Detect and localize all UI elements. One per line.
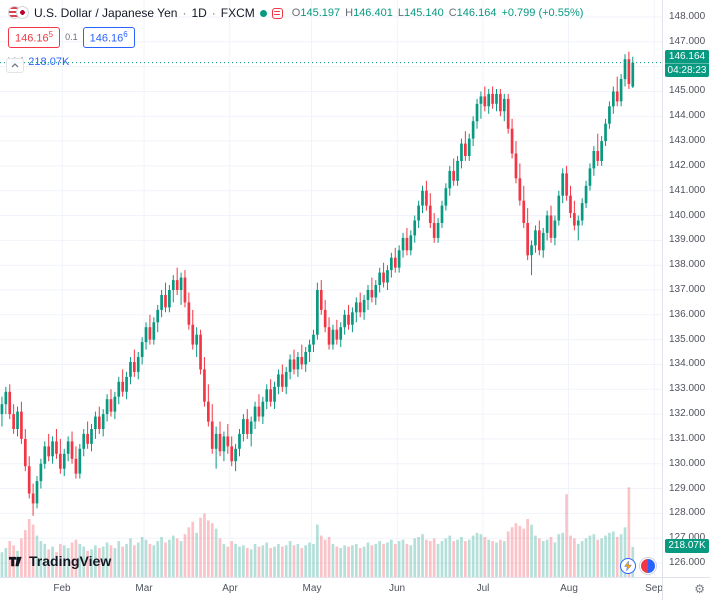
time-axis-label: May bbox=[302, 583, 322, 594]
axis-corner: ⚙ bbox=[662, 577, 710, 600]
price-axis-label: 129.000 bbox=[669, 483, 706, 494]
headlines-icon[interactable] bbox=[271, 7, 283, 19]
time-axis-label: Aug bbox=[560, 583, 578, 594]
price-axis-label: 127.000 bbox=[669, 532, 706, 543]
volume-badge: 218.07K bbox=[665, 539, 709, 553]
price-axis-label: 136.000 bbox=[669, 309, 706, 320]
chevron-up-icon bbox=[11, 63, 19, 68]
currency-pair-icon bbox=[8, 6, 29, 20]
volume-value: 218.07K bbox=[28, 55, 70, 68]
jp-flag-icon bbox=[16, 6, 29, 19]
symbol-title[interactable]: U.S. Dollar / Japanese Yen bbox=[34, 6, 178, 20]
price-axis-label: 144.000 bbox=[669, 110, 706, 121]
bid-ask-row: 146.165 0.1 146.166 bbox=[8, 27, 583, 48]
separator: · bbox=[211, 6, 216, 20]
price-axis-label: 128.000 bbox=[669, 507, 706, 518]
flags-pair-icon[interactable] bbox=[640, 558, 656, 574]
open-value: 145.197 bbox=[300, 7, 341, 19]
chart-legend: U.S. Dollar / Japanese Yen · 1D · FXCM O… bbox=[8, 6, 583, 68]
price-axis-label: 139.000 bbox=[669, 234, 706, 245]
exchange-label: FXCM bbox=[220, 6, 255, 20]
separator: · bbox=[182, 6, 187, 20]
symbol-row[interactable]: U.S. Dollar / Japanese Yen · 1D · FXCM O… bbox=[8, 6, 583, 20]
low-label: L bbox=[397, 7, 404, 19]
time-axis-label: Mar bbox=[135, 583, 153, 594]
ohlc-readout: O145.197 H146.401 L145.140 C146.164 +0.7… bbox=[292, 7, 584, 19]
price-axis-label: 147.000 bbox=[669, 36, 706, 47]
price-axis-label: 133.000 bbox=[669, 383, 706, 394]
last-price-badge: 146.164 04:28:23 bbox=[665, 50, 709, 77]
price-axis-label: 134.000 bbox=[669, 358, 706, 369]
collapse-arrow-button[interactable] bbox=[6, 58, 24, 73]
candlestick-chart[interactable] bbox=[0, 0, 662, 577]
chart-pane[interactable]: U.S. Dollar / Japanese Yen · 1D · FXCM O… bbox=[0, 0, 662, 577]
change-value: +0.799 (+0.55%) bbox=[501, 7, 584, 19]
time-axis-label: Apr bbox=[222, 583, 238, 594]
price-axis-label: 132.000 bbox=[669, 408, 706, 419]
price-axis-label: 131.000 bbox=[669, 433, 706, 444]
lightning-icon[interactable] bbox=[620, 558, 636, 574]
market-status-icon bbox=[259, 9, 267, 17]
high-value: 146.401 bbox=[353, 7, 393, 19]
close-label: C bbox=[448, 7, 457, 19]
price-axis-label: 145.000 bbox=[669, 85, 706, 96]
high-label: H bbox=[345, 7, 354, 19]
tradingview-logo[interactable]: TradingView bbox=[8, 553, 111, 569]
time-axis[interactable]: Feb Mar Apr May Jun Jul Aug Sep bbox=[0, 577, 663, 600]
settings-gear-icon[interactable]: ⚙ bbox=[694, 582, 705, 596]
price-axis-label: 135.000 bbox=[669, 334, 706, 345]
price-axis-label: 148.000 bbox=[669, 11, 706, 22]
floating-icons bbox=[620, 558, 656, 574]
price-axis-label: 126.000 bbox=[669, 557, 706, 568]
tradingview-logo-text: TradingView bbox=[29, 553, 112, 569]
last-price-value: 146.164 bbox=[668, 51, 706, 62]
price-axis-label: 138.000 bbox=[669, 259, 706, 270]
sell-button[interactable]: 146.165 bbox=[8, 27, 61, 48]
price-axis-label: 141.000 bbox=[669, 185, 706, 196]
open-label: O bbox=[291, 7, 301, 19]
spread-value: 0.1 bbox=[65, 32, 78, 43]
volume-legend: Vol 218.07K bbox=[8, 56, 583, 68]
price-axis-label: 142.000 bbox=[669, 160, 706, 171]
interval-label[interactable]: 1D bbox=[191, 6, 207, 20]
time-axis-label: Jun bbox=[388, 583, 406, 594]
bar-countdown: 04:28:23 bbox=[665, 63, 709, 77]
close-value: 146.164 bbox=[456, 7, 497, 19]
time-axis-label: Feb bbox=[53, 583, 71, 594]
price-axis-label: 130.000 bbox=[669, 458, 706, 469]
price-axis[interactable]: 146.164 04:28:23 218.07K 148.000 147.000 1… bbox=[662, 0, 710, 577]
time-axis-label: Sep bbox=[645, 583, 663, 594]
price-axis-label: 140.000 bbox=[669, 210, 706, 221]
price-axis-label: 143.000 bbox=[669, 135, 706, 146]
tradingview-logo-icon bbox=[8, 556, 22, 566]
buy-button[interactable]: 146.166 bbox=[82, 27, 135, 48]
time-axis-label: Jul bbox=[476, 583, 490, 594]
price-axis-label: 137.000 bbox=[669, 284, 706, 295]
low-value: 145.140 bbox=[403, 7, 444, 19]
